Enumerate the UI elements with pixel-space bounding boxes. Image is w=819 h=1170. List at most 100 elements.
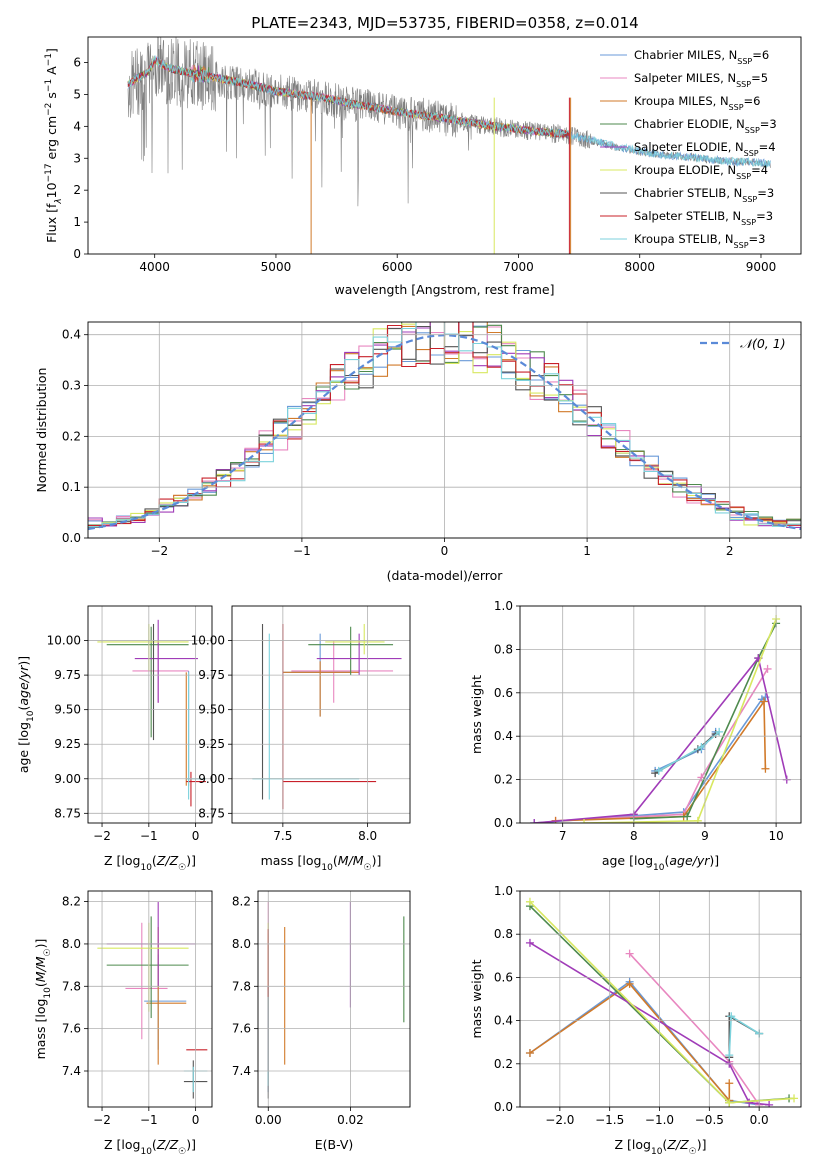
mass-weight-marker bbox=[725, 1051, 734, 1060]
label-sub: 10 bbox=[651, 1147, 663, 1157]
figure-title: PLATE=2343, MJD=53735, FIBERID=0358, z=0… bbox=[251, 14, 638, 32]
mass-weight-marker bbox=[761, 764, 770, 773]
y-label-part: −1 bbox=[44, 53, 54, 66]
y-tick-label: 9.50 bbox=[54, 703, 81, 717]
x-tick-label: −2 bbox=[93, 829, 111, 843]
y-label-part: A bbox=[44, 66, 59, 79]
y-tick-label: 1.0 bbox=[494, 599, 513, 613]
x-tick-label: 8.0 bbox=[358, 829, 377, 843]
x-tick-label: −1.5 bbox=[595, 1113, 624, 1127]
mass-weight-line bbox=[555, 668, 769, 822]
axis-label: age [log10(age/yr)] bbox=[602, 853, 719, 873]
y-tick-label: 10.00 bbox=[47, 634, 81, 648]
spectrum-model-line bbox=[127, 57, 570, 138]
axis-label: mass [log10(M/M☉)] bbox=[261, 853, 382, 873]
y-tick-label: 4 bbox=[73, 119, 81, 133]
label-part: log bbox=[121, 853, 140, 868]
label-part: )] bbox=[33, 939, 48, 949]
axis-label: Z [log10(Z/Z☉)] bbox=[614, 1137, 706, 1157]
legend-label: Kroupa STELIB, NSSP=3 bbox=[634, 232, 765, 250]
y-label-part: ] bbox=[44, 48, 59, 53]
mass-weight-marker bbox=[760, 697, 769, 706]
legend-label: Chabrier ELODIE, NSSP=3 bbox=[634, 117, 777, 135]
legend-count: =3 bbox=[756, 209, 773, 223]
x-tick-label: 0.02 bbox=[337, 1113, 364, 1127]
legend-label: Chabrier MILES, NSSP=6 bbox=[634, 48, 769, 66]
mass-weight-marker bbox=[790, 1094, 799, 1103]
y-label-part: 10 bbox=[44, 182, 59, 198]
label-part: ( bbox=[152, 1137, 157, 1152]
x-tick-label: 10 bbox=[768, 829, 783, 843]
plot-area bbox=[97, 619, 206, 807]
plot-area bbox=[252, 623, 402, 810]
legend-label: Chabrier STELIB, NSSP=3 bbox=[634, 186, 774, 204]
legend-count: =4 bbox=[751, 163, 768, 177]
legend-count: =6 bbox=[752, 48, 769, 62]
x-tick-label: 0 bbox=[441, 544, 449, 558]
axis-label: mass [log10(M/M☉)] bbox=[33, 939, 53, 1060]
x-tick-label: 6000 bbox=[382, 260, 413, 274]
plot-area bbox=[530, 615, 791, 823]
legend-name: Salpeter STELIB, N bbox=[634, 209, 741, 223]
label-part: )] bbox=[186, 1137, 196, 1152]
x-tick-label: 0 bbox=[192, 1113, 200, 1127]
label-part: log bbox=[634, 853, 653, 868]
label-part: E(B-V) bbox=[315, 1137, 354, 1152]
label-italic: Z/Z bbox=[156, 853, 179, 868]
mass-weight-marker bbox=[525, 938, 534, 947]
label-sub: ☉ bbox=[364, 863, 372, 873]
x-axis-label: (data-model)/error bbox=[387, 568, 504, 583]
mass-weight-marker bbox=[580, 819, 589, 823]
legend-count: =3 bbox=[757, 186, 774, 200]
legend-name: Salpeter MILES, N bbox=[634, 71, 736, 85]
label-part: Z [ bbox=[614, 1137, 631, 1152]
label-part: mass [ bbox=[33, 1018, 48, 1060]
mass-weight-marker bbox=[625, 979, 634, 988]
mass-weight-line bbox=[555, 699, 767, 822]
label-part: Z [ bbox=[104, 853, 121, 868]
label-sub: ☉ bbox=[689, 1147, 697, 1157]
label-sub: 10 bbox=[653, 863, 665, 873]
legend-count: =4 bbox=[759, 140, 776, 154]
plot-area bbox=[267, 901, 405, 1099]
y-tick-label: 0.4 bbox=[62, 328, 81, 342]
label-part: log bbox=[121, 1137, 140, 1152]
legend-sub: SSP bbox=[736, 172, 751, 181]
y-tick-label: 9.75 bbox=[198, 668, 225, 682]
panel-spectrum: 4000 5000 6000 7000 8000 9000 0 1 2 3 4 5 6 wavelengt… bbox=[44, 36, 802, 297]
legend-sub: SSP bbox=[741, 218, 756, 227]
mass-weight-marker bbox=[763, 664, 772, 673]
label-part: age [ bbox=[602, 853, 634, 868]
y-tick-label: 0.8 bbox=[494, 642, 513, 656]
legend-name: Salpeter ELODIE, N bbox=[634, 140, 744, 154]
x-tick-label: −2 bbox=[93, 1113, 111, 1127]
y-tick-label: 0.1 bbox=[62, 480, 81, 494]
legend-name: Chabrier ELODIE, N bbox=[634, 117, 745, 131]
panel-residuals: −2 −1 0 1 2 0.0 0.1 0.2 0.3 0.4 (data-model)/error… bbox=[34, 321, 802, 583]
axes-frame bbox=[257, 890, 411, 1108]
mass-weight-marker bbox=[725, 1079, 734, 1088]
mass-weight-line bbox=[728, 1014, 760, 1058]
label-part: mass [ bbox=[261, 853, 303, 868]
y-label-part: −1 bbox=[44, 79, 54, 92]
legend-sub: SSP bbox=[744, 149, 759, 158]
legend-sub: SSP bbox=[745, 126, 760, 135]
x-tick-label: 8000 bbox=[624, 260, 655, 274]
label-part: log bbox=[302, 853, 321, 868]
panel-mass_vs_Z: −2 −1 07.47.67.88.08.2Z [log10(Z/Z☉)]mass … bbox=[33, 890, 213, 1157]
mass-weight-marker bbox=[654, 766, 663, 775]
label-italic: Z/Z bbox=[666, 1137, 689, 1152]
label-sub: 10 bbox=[43, 987, 53, 999]
y-tick-label: 8.0 bbox=[232, 937, 251, 951]
label-part: ( bbox=[16, 706, 31, 711]
x-tick-label: 0.00 bbox=[255, 1113, 282, 1127]
y-tick-label: 0 bbox=[73, 247, 81, 261]
label-part: ( bbox=[662, 1137, 667, 1152]
legend-label: 𝒩(0, 1) bbox=[740, 336, 786, 351]
mass-weight-marker bbox=[697, 743, 706, 752]
x-tick-label: 0 bbox=[192, 829, 200, 843]
label-part: )] bbox=[16, 656, 31, 666]
x-tick-label: −2.0 bbox=[545, 1113, 574, 1127]
